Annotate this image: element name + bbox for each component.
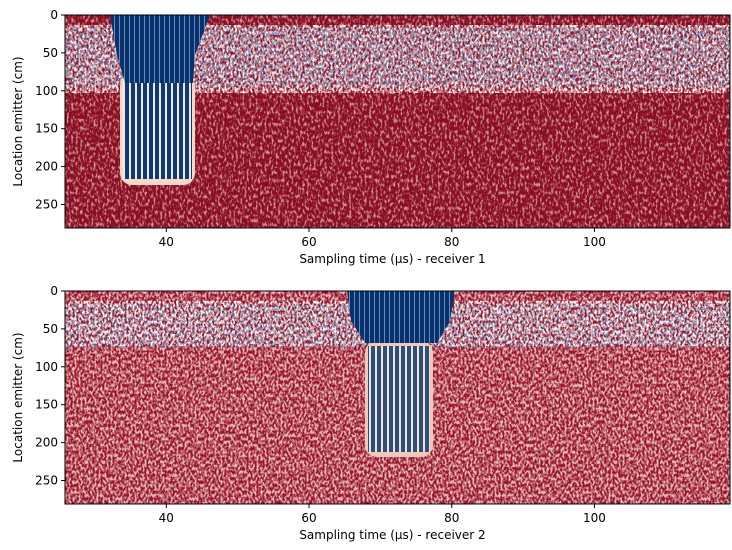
x-tick-label: 40 bbox=[159, 235, 174, 249]
y-tick-label: 250 bbox=[35, 198, 58, 212]
x-tick-label: 40 bbox=[159, 511, 174, 525]
y-tick-label: 0 bbox=[50, 284, 58, 298]
x-tick-label: 60 bbox=[301, 235, 316, 249]
y-tick-label: 50 bbox=[43, 322, 58, 336]
y-tick-label: 250 bbox=[35, 474, 58, 488]
y-axis-label: Location emitter (cm) bbox=[11, 332, 25, 462]
heatmap-image bbox=[65, 291, 730, 504]
y-tick-label: 50 bbox=[43, 46, 58, 60]
x-axis-label: Sampling time (μs) - receiver 2 bbox=[299, 528, 485, 542]
heatmap-image bbox=[65, 15, 730, 228]
y-tick-label: 200 bbox=[35, 160, 58, 174]
axes-frame bbox=[64, 290, 731, 505]
x-tick-label: 100 bbox=[583, 511, 606, 525]
y-tick-label: 150 bbox=[35, 398, 58, 412]
y-tick-label: 100 bbox=[35, 360, 58, 374]
x-tick-label: 60 bbox=[301, 511, 316, 525]
y-tick-label: 100 bbox=[35, 84, 58, 98]
x-tick-label: 80 bbox=[444, 511, 459, 525]
axes-frame bbox=[64, 14, 731, 229]
x-tick-label: 80 bbox=[444, 235, 459, 249]
y-tick-label: 200 bbox=[35, 436, 58, 450]
y-tick-label: 150 bbox=[35, 122, 58, 136]
y-axis-label: Location emitter (cm) bbox=[11, 56, 25, 186]
x-axis-label: Sampling time (μs) - receiver 1 bbox=[299, 252, 485, 266]
y-tick-label: 0 bbox=[50, 8, 58, 22]
x-tick-label: 100 bbox=[583, 235, 606, 249]
